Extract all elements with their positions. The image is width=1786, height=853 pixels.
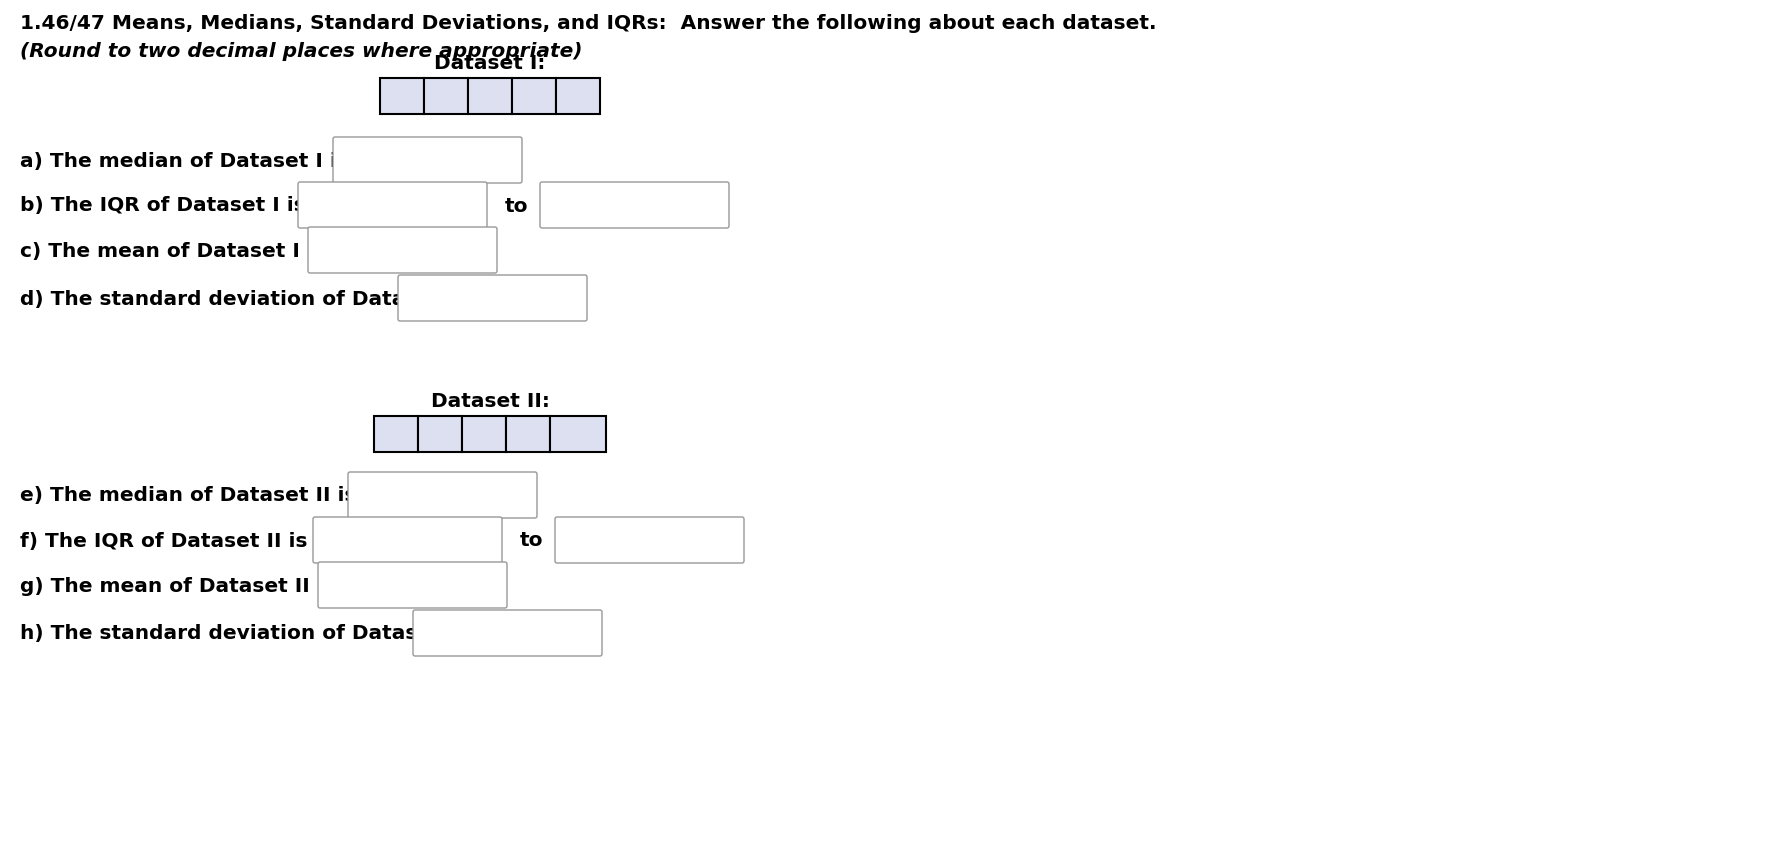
Text: 3: 3: [389, 425, 404, 444]
FancyBboxPatch shape: [348, 473, 538, 519]
FancyBboxPatch shape: [313, 518, 502, 563]
FancyBboxPatch shape: [318, 562, 507, 608]
Bar: [468, 79, 513, 115]
Text: 7: 7: [520, 425, 536, 444]
FancyBboxPatch shape: [398, 276, 588, 322]
Text: h) The standard deviation of Dataset II is:: h) The standard deviation of Dataset II …: [20, 624, 497, 643]
Text: d) The standard deviation of Dataset I is:: d) The standard deviation of Dataset I i…: [20, 289, 489, 308]
Text: e) The median of Dataset II is:: e) The median of Dataset II is:: [20, 486, 364, 505]
Bar: [423, 79, 468, 115]
Bar: [463, 416, 505, 452]
Text: 7: 7: [527, 87, 541, 107]
Text: 6: 6: [477, 425, 491, 444]
FancyBboxPatch shape: [298, 183, 488, 229]
FancyBboxPatch shape: [555, 518, 745, 563]
Text: 20: 20: [563, 425, 593, 444]
Bar: [555, 79, 600, 115]
Text: g) The mean of Dataset II is:: g) The mean of Dataset II is:: [20, 576, 343, 595]
Text: c) The mean of Dataset I is:: c) The mean of Dataset I is:: [20, 241, 334, 260]
Bar: [505, 416, 550, 452]
Bar: [550, 416, 605, 452]
FancyBboxPatch shape: [413, 610, 602, 656]
Text: to: to: [505, 196, 529, 215]
Text: 6: 6: [482, 87, 498, 107]
Text: b) The IQR of Dataset I is from: b) The IQR of Dataset I is from: [20, 196, 366, 215]
Text: 3: 3: [395, 87, 409, 107]
Text: 5: 5: [432, 425, 448, 444]
Text: f) The IQR of Dataset II is from: f) The IQR of Dataset II is from: [20, 531, 368, 550]
Text: Dataset I:: Dataset I:: [434, 54, 547, 73]
Text: (Round to two decimal places where appropriate): (Round to two decimal places where appro…: [20, 42, 582, 61]
Bar: [418, 416, 463, 452]
Bar: [513, 79, 555, 115]
Text: a) The median of Dataset I is:: a) The median of Dataset I is:: [20, 151, 357, 171]
Bar: [380, 79, 423, 115]
Text: to: to: [520, 531, 543, 550]
Bar: [373, 416, 418, 452]
FancyBboxPatch shape: [307, 228, 497, 274]
FancyBboxPatch shape: [332, 138, 522, 183]
Text: 1.46/47 Means, Medians, Standard Deviations, and IQRs:  Answer the following abo: 1.46/47 Means, Medians, Standard Deviati…: [20, 14, 1157, 33]
Text: 9: 9: [570, 87, 586, 107]
Text: Dataset II:: Dataset II:: [430, 392, 550, 410]
Text: 5: 5: [439, 87, 454, 107]
FancyBboxPatch shape: [539, 183, 729, 229]
